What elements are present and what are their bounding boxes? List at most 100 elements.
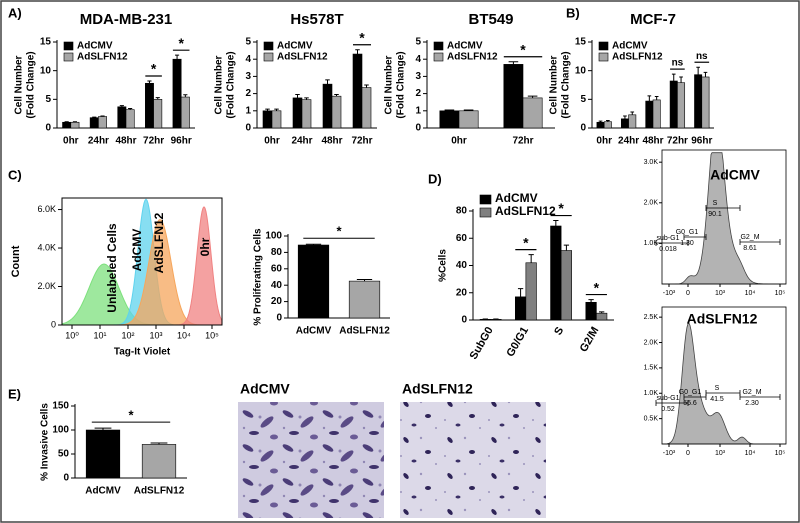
x-tick-label: 96hr xyxy=(171,136,192,147)
y-tick-label: 0 xyxy=(580,123,586,134)
x-tick-label: AdCMV xyxy=(296,326,332,337)
bar xyxy=(85,429,121,479)
error-bar xyxy=(128,108,133,110)
bar xyxy=(596,312,608,321)
legend-swatch xyxy=(63,52,74,62)
gate-percent: 41.5 xyxy=(710,396,724,403)
x-tick-label: 0hr xyxy=(63,136,79,147)
x-tick-label: 10⁴ xyxy=(745,290,756,297)
x-tick-label: AdSLFN12 xyxy=(134,486,185,497)
error-bar xyxy=(563,244,570,251)
legend-label: AdCMV xyxy=(495,191,538,205)
x-tick-label: 10² xyxy=(121,330,134,340)
error-bar xyxy=(463,109,474,111)
bar xyxy=(125,109,135,129)
significance-label: ns xyxy=(672,58,684,69)
error-bar xyxy=(527,95,538,98)
panel-label: C) xyxy=(8,167,22,182)
y-tick-label: 40 xyxy=(271,280,283,291)
x-tick-label: 10³ xyxy=(715,450,726,457)
y-tick-label: 3 xyxy=(245,71,251,82)
x-tick-label: 24hr xyxy=(291,136,312,147)
x-tick-label: 24hr xyxy=(88,136,109,147)
y-tick-label: 80 xyxy=(271,247,283,258)
gate-bar xyxy=(705,205,741,211)
legend-swatch xyxy=(263,52,274,62)
error-bar xyxy=(325,79,330,85)
y-tick-label: 20 xyxy=(456,287,468,298)
error-bar xyxy=(528,254,534,263)
panel-label: E) xyxy=(8,386,21,401)
bar xyxy=(514,296,527,321)
legend-swatch xyxy=(63,41,74,51)
x-axis-label: Tag-It Violet xyxy=(114,347,171,358)
gate-name: S xyxy=(715,385,720,392)
error-bar xyxy=(623,115,627,119)
significance-label: * xyxy=(178,35,184,51)
y-tick-label: 10 xyxy=(40,65,52,76)
error-bar xyxy=(703,71,708,77)
y-tick-label: 0 xyxy=(45,123,51,134)
y-tick-label: 1.5K xyxy=(644,365,659,372)
error-bar xyxy=(364,84,369,88)
legend-label: AdCMV xyxy=(77,41,113,52)
y-tick-label: 15 xyxy=(575,37,587,48)
error-bar xyxy=(305,243,322,246)
x-tick-label: 48hr xyxy=(115,136,136,147)
error-bar xyxy=(274,108,279,111)
y-tick-label: 0 xyxy=(63,473,69,484)
x-tick-label: 72hr xyxy=(143,136,164,147)
gate-percent: 0.52 xyxy=(661,406,675,413)
cell-cycle-histogram xyxy=(661,322,786,445)
plot-frame xyxy=(61,197,223,326)
gate-percent: 2.30 xyxy=(745,400,759,407)
gate-percent: 8.61 xyxy=(743,245,757,252)
image-title: AdCMV xyxy=(240,381,290,397)
y-tick-label: 0 xyxy=(51,319,56,329)
legend-label: AdSLFN12 xyxy=(77,52,128,63)
legend-label: AdSLFN12 xyxy=(612,52,663,63)
y-tick-label: 1 xyxy=(415,105,421,116)
x-tick-label: 0hr xyxy=(264,136,280,147)
gate-bar xyxy=(655,240,689,246)
error-bar xyxy=(647,95,652,102)
y-tick-label: 6.0K xyxy=(37,204,56,214)
bar xyxy=(645,100,654,129)
curve-label: AdSLFN12 xyxy=(152,212,166,273)
x-tick-label: 10⁴ xyxy=(745,450,756,457)
invasion-image xyxy=(238,402,384,518)
significance-label: ns xyxy=(696,51,708,62)
y-tick-label: 40 xyxy=(456,260,468,271)
bar xyxy=(348,280,381,319)
curve-label: Unlabeled Cells xyxy=(105,223,119,313)
bar xyxy=(153,99,163,129)
bar xyxy=(694,74,703,129)
error-bar xyxy=(304,97,309,100)
y-tick-label: 5 xyxy=(245,37,251,48)
y-tick-label: 10 xyxy=(575,65,587,76)
error-bar xyxy=(356,278,373,282)
y-tick-label: 4 xyxy=(245,54,251,65)
error-bar xyxy=(599,311,605,314)
x-tick-label: -10³ xyxy=(663,290,676,297)
legend-swatch xyxy=(263,41,274,51)
chart-title: MCF-7 xyxy=(630,11,676,28)
y-axis-label: (Fold Change) xyxy=(396,51,407,118)
plot-frame xyxy=(661,306,787,445)
y-axis-label: Cell Number xyxy=(549,55,560,114)
x-tick-label: 10⁰ xyxy=(65,330,79,340)
curve-label: 0hr xyxy=(198,237,212,256)
error-bar xyxy=(671,73,676,81)
bar xyxy=(620,118,629,129)
legend-label: AdSLFN12 xyxy=(277,52,328,63)
x-tick-label: 10³ xyxy=(149,330,162,340)
panel-label: A) xyxy=(8,5,22,20)
bar xyxy=(652,99,661,129)
significance-label: * xyxy=(558,200,564,216)
x-tick-label: 0hr xyxy=(451,136,467,147)
error-bar xyxy=(553,220,559,226)
error-bar xyxy=(508,61,519,65)
error-bar xyxy=(183,94,188,98)
y-tick-label: 4.0K xyxy=(37,242,56,252)
